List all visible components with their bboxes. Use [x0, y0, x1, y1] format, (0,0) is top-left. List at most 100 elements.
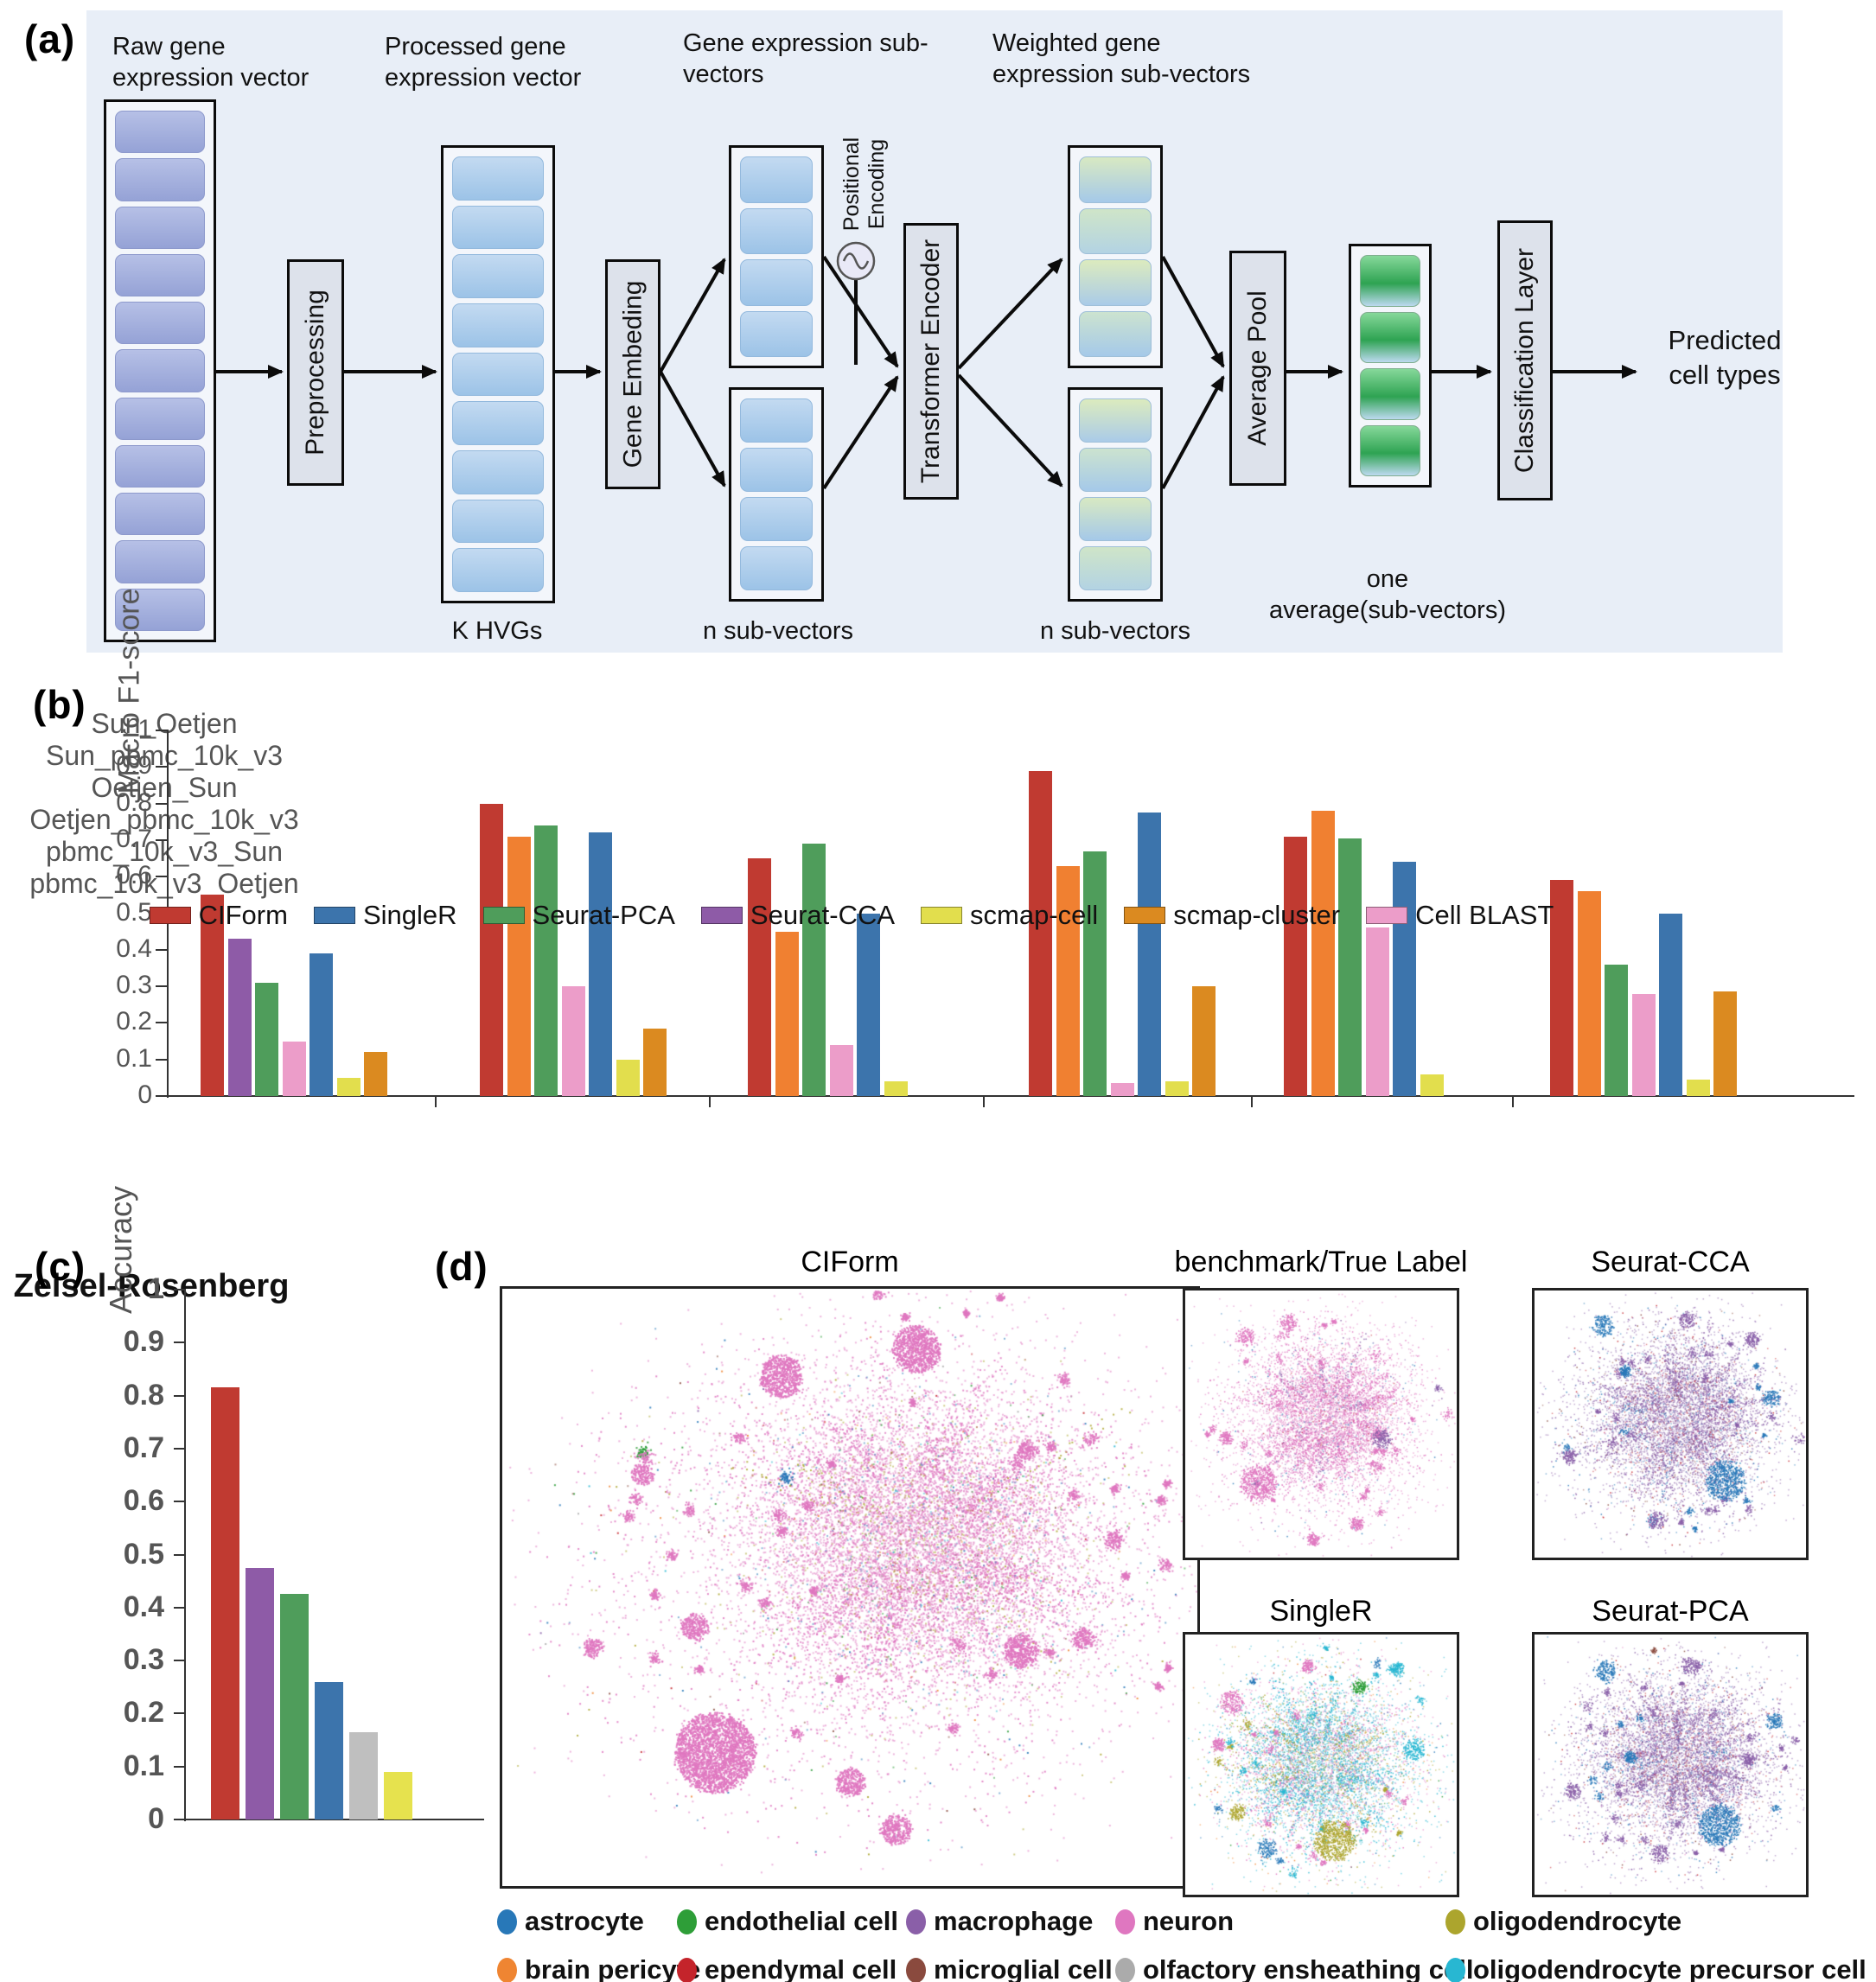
legend-item-singler: SingleR [313, 900, 457, 931]
legend-dot [1115, 1909, 1135, 1934]
scatter-seurat-pca [1532, 1632, 1809, 1897]
bar-cell-blast [282, 1041, 306, 1096]
bar-singler [1138, 813, 1161, 1096]
y-axis-title: Macro F1-score [112, 588, 146, 794]
y-tick [174, 1289, 186, 1291]
y-axis [184, 1290, 186, 1821]
processed-vector-label: Processed gene expression vector [385, 33, 582, 92]
bar-ciform [748, 858, 771, 1096]
legend-item-oligodendrocyte: oligodendrocyte [1445, 1906, 1681, 1937]
vector-cell [1360, 368, 1420, 420]
legend-label: neuron [1143, 1906, 1235, 1936]
legend-label: endothelial cell [705, 1906, 898, 1936]
legend-label: oligodendrocyte [1473, 1906, 1682, 1936]
gene-embedding-block: Gene Embeding [605, 259, 660, 489]
legend-item-seurat-pca: Seurat-PCA [482, 900, 675, 931]
predicted-cell-types-label: Predicted cell types [1668, 325, 1782, 390]
y-tick-label: 0.3 [123, 1643, 164, 1677]
vector-cell [452, 352, 544, 397]
vector-cell [1079, 156, 1152, 203]
weighted-subvectors-label: Weighted gene expression sub-vectors [992, 29, 1251, 88]
bar-cell-blast [1631, 993, 1656, 1096]
y-axis-title: Accuracy [103, 1185, 138, 1315]
bar-scmap-cell [616, 1059, 640, 1096]
legend-label: oligodendrocyte precursor cell [1473, 1954, 1866, 1982]
legend-label: astrocyte [525, 1906, 644, 1936]
vector-cell [452, 548, 544, 593]
legend-dot [497, 1957, 517, 1982]
legend-item-astrocyte: astrocyte [497, 1906, 644, 1937]
raw-gene-vector [104, 99, 216, 642]
legend-label: brain pericyte [525, 1954, 701, 1982]
plot-title-ciform: CIForm [801, 1246, 899, 1278]
panel-d-letter: (d) [435, 1244, 488, 1289]
bar [280, 1594, 309, 1819]
vector-cell [1360, 255, 1420, 307]
x-tick [1512, 1096, 1514, 1107]
bar-scmap-cell [884, 1081, 908, 1096]
vector-cell [452, 205, 544, 250]
raw-vector-label: Raw gene expression vector [112, 33, 309, 92]
bar-seurat-pca [255, 982, 278, 1096]
bar-orange [1577, 891, 1601, 1096]
cell-type-legend: astrocyte endothelial cell macrophage neuro… [415, 1232, 1876, 1982]
panel-a-architecture: Raw gene expression vector Processed gen… [86, 10, 1783, 653]
legend-item-scmap-cell: scmap-cell [921, 900, 1098, 931]
y-tick-label: 0.9 [116, 751, 152, 781]
x-category-label: Sun_Oetjen [91, 708, 238, 739]
vector-cell [115, 493, 205, 536]
legend-swatch [313, 907, 355, 924]
vector-cell [115, 206, 205, 249]
vector-cell [115, 588, 205, 631]
bar-orange [1056, 865, 1080, 1096]
legend-label: olfactory ensheathing cell [1143, 1954, 1474, 1982]
positional-encoding-label-wrap: Positional Encoding [817, 112, 912, 255]
n-subvectors-label-2: n sub-vectors [1039, 617, 1191, 645]
y-tick-label: 0.6 [123, 1484, 164, 1518]
legend-item-ciform: CIForm [149, 900, 288, 931]
legend-swatch [700, 907, 743, 924]
y-tick [156, 1058, 169, 1061]
scatter-benchmark-canvas [1185, 1291, 1457, 1558]
bar-singler [309, 953, 333, 1096]
plot-title-seurat-pca: Seurat-PCA [1592, 1595, 1749, 1628]
y-tick [156, 1022, 169, 1024]
panel-b-macro-f1-chart: (b) 0 0.1 0.2 0.3 0.4 0.5 0.6 0.7 0.8 0.9 1 Macro F… [0, 588, 1876, 1232]
legend-label: microglial cell [934, 1954, 1113, 1982]
y-tick-label: 0 [148, 1802, 164, 1835]
y-tick [174, 1342, 186, 1344]
y-tick [156, 838, 169, 841]
scatter-singler-canvas [1185, 1635, 1457, 1895]
vector-cell [452, 254, 544, 299]
y-tick-label: 0 [137, 1080, 152, 1109]
legend-label: SingleR [362, 900, 457, 930]
scatter-benchmark [1183, 1288, 1459, 1560]
positional-encoding-label: Positional Encoding [839, 137, 889, 231]
average-pool-block-label: Average Pool [1243, 290, 1273, 446]
bar-singler [1393, 862, 1416, 1096]
y-tick [156, 948, 169, 951]
y-tick [174, 1819, 186, 1820]
bar-ciform [1029, 770, 1052, 1096]
chart-legend: CIForm SingleR Seurat-PCA Seurat-CCA scmap-c… [0, 900, 1703, 931]
bar [384, 1771, 412, 1819]
legend-item-scmap-cluster: scmap-cluster [1124, 900, 1340, 931]
x-tick [435, 1096, 437, 1107]
y-tick [174, 1660, 186, 1662]
subvector-top [729, 145, 824, 368]
plot-title-benchmark: benchmark/True Label [1174, 1246, 1468, 1278]
legend-label: Cell BLAST [1415, 900, 1554, 930]
scatter-seurat-cca-canvas [1535, 1291, 1806, 1558]
legend-item-ependymal-cell: ependymal cell [677, 1954, 897, 1982]
legend-item-olfactory-ensheathing-cell: olfactory ensheathing cell [1115, 1954, 1473, 1982]
vector-cell [740, 207, 813, 254]
bar-scmap-cell [1165, 1081, 1189, 1096]
bar-seurat-pca [1083, 851, 1107, 1096]
vector-cell [740, 398, 813, 443]
legend-dot [497, 1909, 517, 1934]
legend-label: scmap-cell [970, 900, 1099, 930]
y-tick [156, 1095, 169, 1097]
scatter-ciform-canvas [502, 1289, 1197, 1886]
scatter-ciform [500, 1286, 1200, 1889]
positional-encoding-icon [836, 241, 876, 281]
